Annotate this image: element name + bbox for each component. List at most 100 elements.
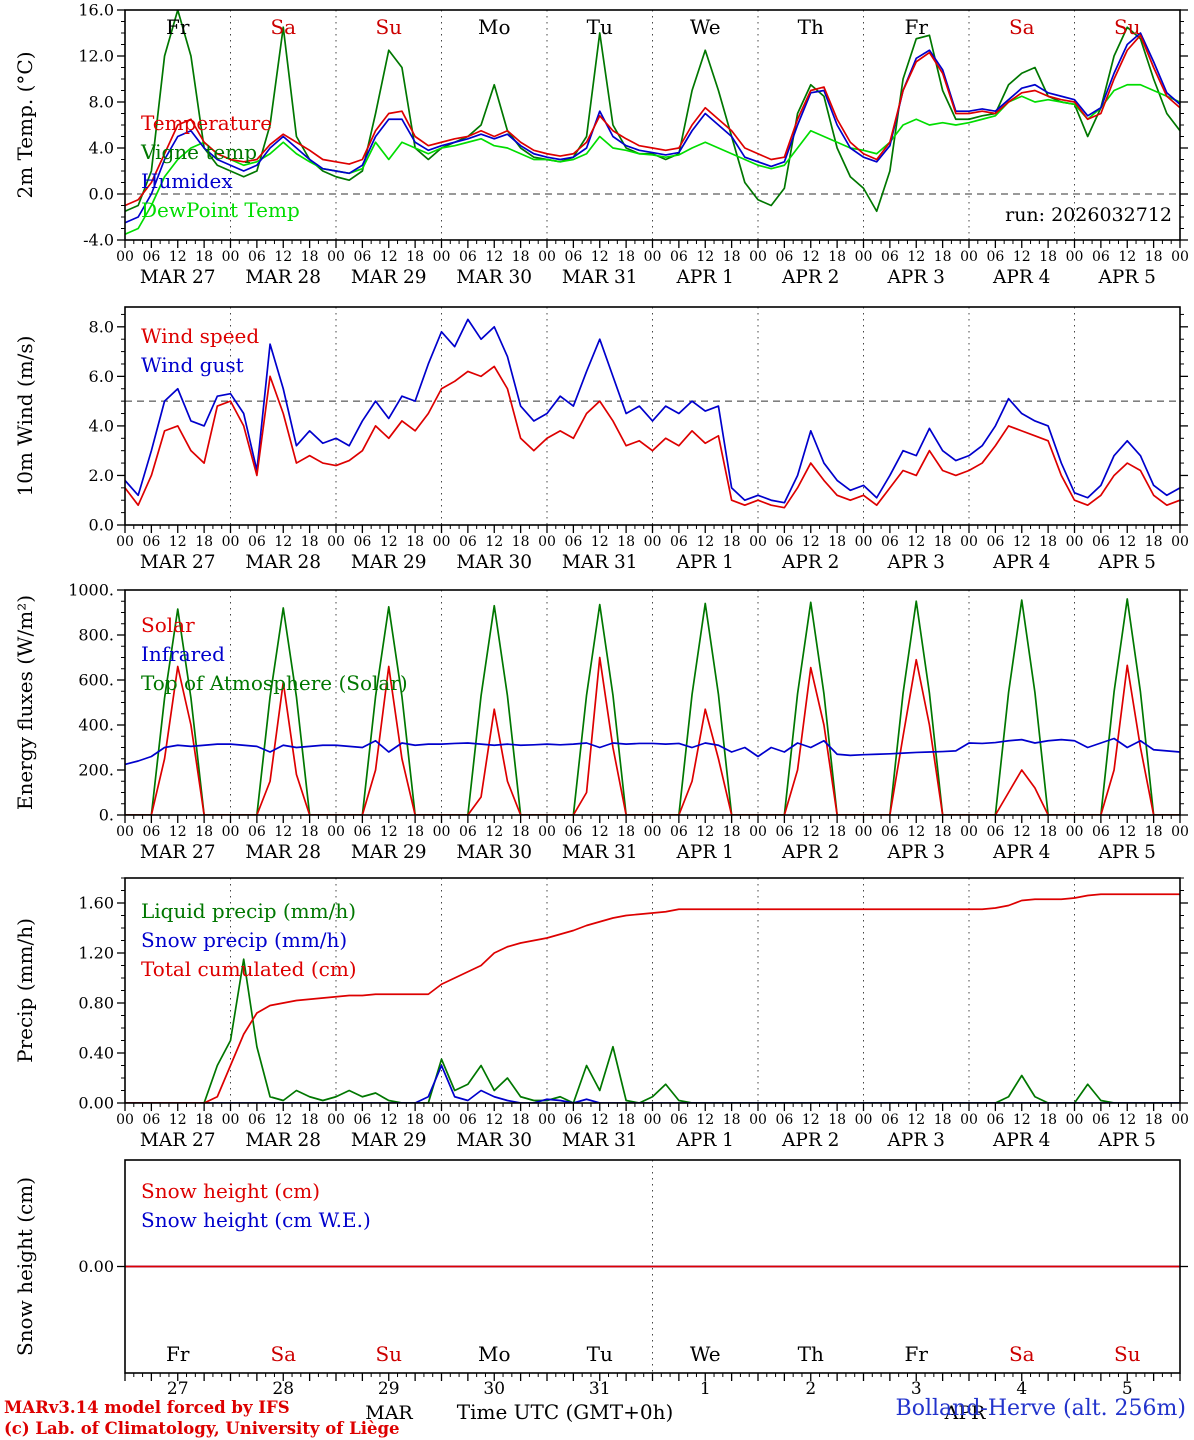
y-axis-title: 10m Wind (m/s) — [13, 336, 37, 497]
svg-text:18: 18 — [1145, 249, 1163, 265]
legend: Snow height (cm) Snow height (cm W.E.) — [141, 1179, 371, 1232]
svg-text:MAR 27: MAR 27 — [140, 1130, 216, 1151]
series-temperature — [125, 34, 1180, 207]
svg-text:0.80: 0.80 — [78, 994, 114, 1013]
svg-text:00: 00 — [644, 824, 662, 840]
svg-text:12: 12 — [1118, 824, 1136, 840]
svg-text:12: 12 — [1118, 534, 1136, 550]
svg-text:12.0: 12.0 — [78, 47, 114, 66]
svg-text:18: 18 — [1039, 249, 1057, 265]
svg-text:06: 06 — [353, 824, 371, 840]
svg-text:00: 00 — [1066, 534, 1084, 550]
y-axis-title: Snow height (cm) — [13, 1177, 37, 1356]
svg-text:12: 12 — [485, 1112, 503, 1128]
svg-text:Snow height (cm): Snow height (cm) — [141, 1179, 320, 1203]
svg-text:18: 18 — [617, 534, 635, 550]
svg-text:18: 18 — [195, 534, 213, 550]
svg-text:18: 18 — [406, 824, 424, 840]
svg-text:4.0: 4.0 — [89, 139, 114, 158]
svg-text:12: 12 — [907, 534, 925, 550]
svg-text:Fr: Fr — [905, 1342, 929, 1366]
series-group — [125, 318, 1180, 509]
svg-text:12: 12 — [696, 1112, 714, 1128]
svg-text:12: 12 — [485, 824, 503, 840]
svg-text:00: 00 — [1066, 824, 1084, 840]
svg-text:12: 12 — [1013, 534, 1031, 550]
svg-text:29: 29 — [378, 1379, 400, 1399]
svg-text:Su: Su — [375, 1342, 402, 1366]
y-axis: -4.0 0.0 4.0 8.0 12.0 16.0 — [78, 1, 1188, 250]
svg-text:Su: Su — [375, 15, 402, 39]
month-label-apr: APR — [944, 1402, 986, 1424]
x-axis: 00 06 12 18 00 06 12 18 00 06 12 18 00 06 12 18 00 06 12 18… — [116, 525, 1189, 573]
svg-text:06: 06 — [459, 1112, 477, 1128]
svg-text:06: 06 — [670, 824, 688, 840]
x-axis: 00 06 12 18 00 06 12 18 00 06 12 18 00 06 12 18 00 06 12 18… — [116, 815, 1189, 863]
svg-text:18: 18 — [934, 1112, 952, 1128]
svg-text:APR 5: APR 5 — [1098, 1130, 1156, 1151]
svg-text:06: 06 — [670, 1112, 688, 1128]
series-liquid-precip-mm-h — [125, 958, 1180, 1103]
svg-text:Vigne temp: Vigne temp — [140, 140, 257, 164]
panel-temperature: -4.00.04.08.012.016.000 06 12 18 00 06 12 18 00 0… — [13, 1, 1189, 289]
svg-text:12: 12 — [380, 249, 398, 265]
svg-text:00: 00 — [1066, 1112, 1084, 1128]
svg-text:00: 00 — [749, 824, 767, 840]
bottom-day-names: Fr Sa Su Mo Tu We Th Fr Sa Su 27 28 29 30 31 1 2 3 4 5 — [166, 1342, 1141, 1399]
svg-text:00: 00 — [538, 249, 556, 265]
svg-text:4.0: 4.0 — [89, 416, 114, 435]
svg-text:Sa: Sa — [270, 1342, 296, 1366]
svg-text:06: 06 — [564, 824, 582, 840]
svg-text:00: 00 — [222, 249, 240, 265]
legend: Solar Infrared Top of Atmosphere (Solar) — [141, 613, 408, 695]
svg-text:00: 00 — [327, 1112, 345, 1128]
svg-text:00: 00 — [222, 534, 240, 550]
svg-text:18: 18 — [512, 534, 530, 550]
svg-text:APR 5: APR 5 — [1098, 842, 1156, 863]
svg-text:APR 1: APR 1 — [676, 267, 734, 288]
series-infrared — [125, 737, 1180, 766]
svg-text:00: 00 — [433, 824, 451, 840]
series-total-cumulated-cm — [125, 893, 1180, 1103]
svg-text:06: 06 — [670, 534, 688, 550]
svg-text:APR 2: APR 2 — [781, 552, 839, 573]
svg-text:APR 1: APR 1 — [676, 552, 734, 573]
svg-text:06: 06 — [1092, 249, 1110, 265]
svg-text:Th: Th — [798, 1342, 824, 1366]
svg-text:06: 06 — [986, 1112, 1004, 1128]
svg-text:18: 18 — [617, 249, 635, 265]
svg-text:12: 12 — [591, 824, 609, 840]
svg-text:APR 5: APR 5 — [1098, 267, 1156, 288]
series-wind-gust — [125, 318, 1180, 504]
svg-text:APR 2: APR 2 — [781, 267, 839, 288]
svg-text:00: 00 — [433, 534, 451, 550]
svg-text:00: 00 — [749, 1112, 767, 1128]
svg-text:18: 18 — [828, 824, 846, 840]
y-axis-title: Energy fluxes (W/m²) — [13, 595, 37, 810]
svg-text:00: 00 — [538, 1112, 556, 1128]
svg-text:Snow precip (mm/h): Snow precip (mm/h) — [141, 928, 347, 952]
svg-text:18: 18 — [1039, 1112, 1057, 1128]
series-top-of-atmosphere-solar — [125, 598, 1180, 815]
svg-text:12: 12 — [802, 249, 820, 265]
svg-text:1.60: 1.60 — [78, 894, 114, 913]
svg-text:06: 06 — [1092, 1112, 1110, 1128]
svg-text:18: 18 — [1039, 534, 1057, 550]
svg-text:MAR 29: MAR 29 — [351, 1130, 427, 1151]
svg-text:0.0: 0.0 — [89, 185, 114, 204]
svg-text:0.00: 0.00 — [78, 1257, 114, 1276]
svg-text:2.0: 2.0 — [89, 466, 114, 485]
svg-text:12: 12 — [1118, 249, 1136, 265]
svg-text:06: 06 — [1092, 534, 1110, 550]
svg-text:12: 12 — [907, 824, 925, 840]
svg-text:18: 18 — [1145, 534, 1163, 550]
svg-text:12: 12 — [274, 534, 292, 550]
svg-text:18: 18 — [512, 249, 530, 265]
y-axis: 0.00 — [78, 1257, 1188, 1276]
svg-text:00: 00 — [855, 249, 873, 265]
svg-text:Wind gust: Wind gust — [141, 353, 244, 377]
svg-text:00: 00 — [1171, 249, 1189, 265]
svg-text:Temperature: Temperature — [141, 111, 272, 135]
